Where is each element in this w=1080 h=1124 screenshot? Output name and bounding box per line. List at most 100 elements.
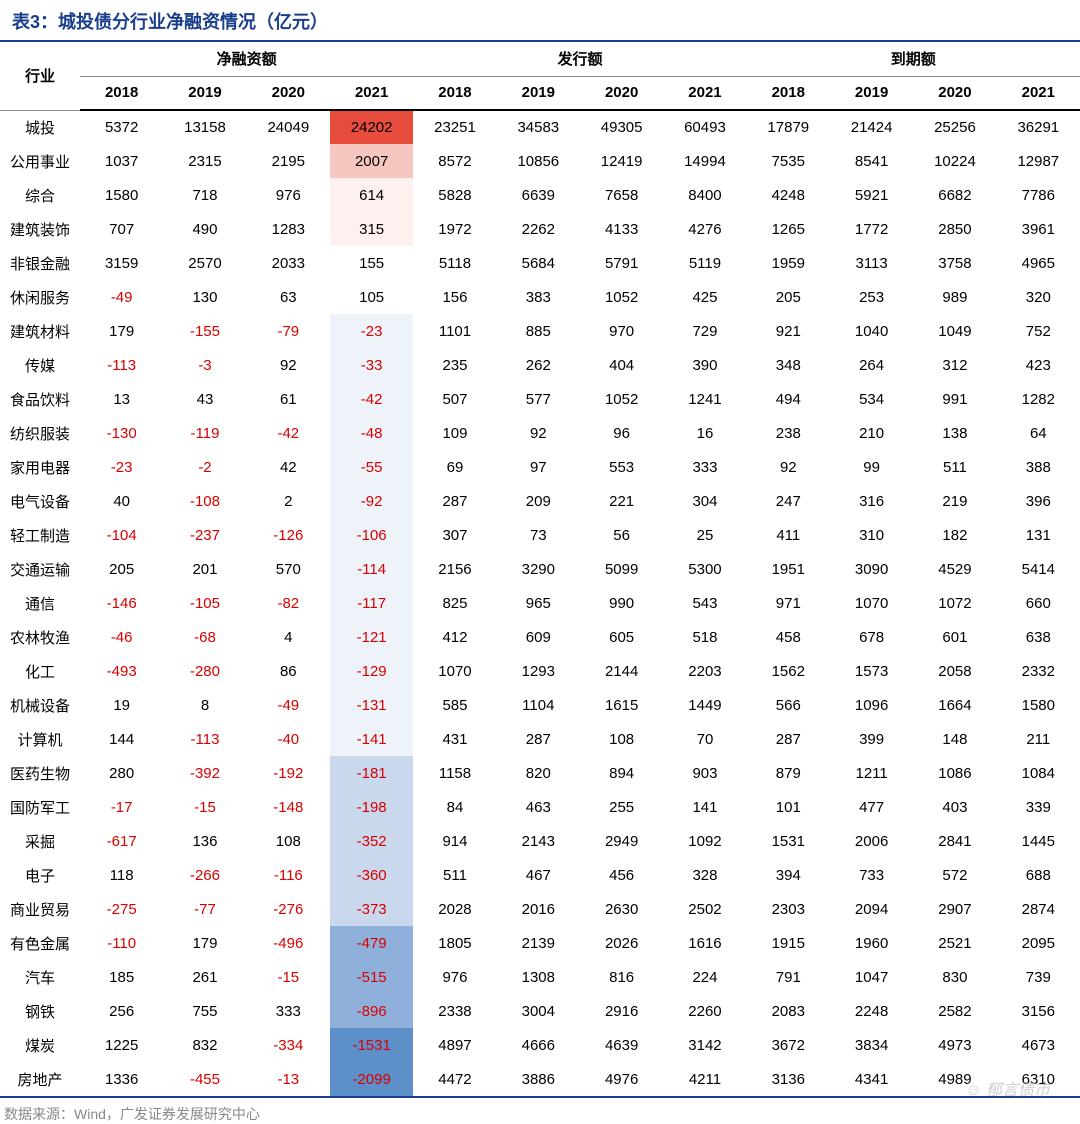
cell-mature: 2521 [913,926,996,960]
cell-net: -48 [330,416,413,450]
header-year: 2019 [163,76,246,110]
cell-net: 24049 [247,110,330,144]
cell-net: 490 [163,212,246,246]
cell-issue: 255 [580,790,663,824]
table-row: 电子118-266-116-36051146745632839473357268… [0,858,1080,892]
cell-mature: 253 [830,280,913,314]
cell-issue: 3886 [497,1062,580,1096]
cell-mature: 36291 [997,110,1080,144]
cell-issue: 287 [497,722,580,756]
cell-net: -141 [330,722,413,756]
cell-net: -119 [163,416,246,450]
cell-issue: 903 [663,756,746,790]
cell-issue: 2260 [663,994,746,1028]
cell-net: 280 [80,756,163,790]
cell-industry: 通信 [0,586,80,620]
cell-issue: 894 [580,756,663,790]
cell-issue: 5300 [663,552,746,586]
cell-mature: 638 [997,620,1080,654]
cell-mature: 989 [913,280,996,314]
cell-issue: 2262 [497,212,580,246]
cell-issue: 224 [663,960,746,994]
cell-issue: 2028 [413,892,496,926]
table-row: 家用电器-23-242-5569975533339299511388 [0,450,1080,484]
cell-issue: 4211 [663,1062,746,1096]
cell-net: 24202 [330,110,413,144]
cell-mature: 2303 [747,892,830,926]
cell-issue: 8400 [663,178,746,212]
cell-issue: 1616 [663,926,746,960]
cell-net: 614 [330,178,413,212]
cell-industry: 医药生物 [0,756,80,790]
cell-net: 105 [330,280,413,314]
cell-industry: 商业贸易 [0,892,80,926]
cell-net: 92 [247,348,330,382]
cell-issue: 5118 [413,246,496,280]
cell-net: -237 [163,518,246,552]
cell-issue: 507 [413,382,496,416]
cell-issue: 2016 [497,892,580,926]
cell-issue: 965 [497,586,580,620]
cell-industry: 机械设备 [0,688,80,722]
cell-net: -106 [330,518,413,552]
cell-net: 13158 [163,110,246,144]
cell-issue: 1805 [413,926,496,960]
cell-issue: 5119 [663,246,746,280]
cell-issue: 2502 [663,892,746,926]
cell-mature: 101 [747,790,830,824]
table-row: 轻工制造-104-237-126-10630773562541131018213… [0,518,1080,552]
cell-net: -121 [330,620,413,654]
header-year: 2019 [830,76,913,110]
cell-issue: 518 [663,620,746,654]
cell-industry: 纺织服装 [0,416,80,450]
cell-net: 179 [163,926,246,960]
cell-net: 2570 [163,246,246,280]
cell-mature: 64 [997,416,1080,450]
cell-net: -108 [163,484,246,518]
cell-net: 63 [247,280,330,314]
cell-net: -105 [163,586,246,620]
table-row: 采掘-617136108-352914214329491092153120062… [0,824,1080,858]
cell-mature: 182 [913,518,996,552]
table-row: 农林牧渔-46-684-121412609605518458678601638 [0,620,1080,654]
cell-issue: 2156 [413,552,496,586]
cell-net: -23 [80,450,163,484]
header-year: 2020 [247,76,330,110]
cell-mature: 2582 [913,994,996,1028]
cell-issue: 2916 [580,994,663,1028]
cell-net: 707 [80,212,163,246]
cell-net: -896 [330,994,413,1028]
cell-mature: 388 [997,450,1080,484]
cell-issue: 235 [413,348,496,382]
cell-mature: 2058 [913,654,996,688]
cell-net: -3 [163,348,246,382]
cell-issue: 1972 [413,212,496,246]
cell-issue: 2203 [663,654,746,688]
cell-net: 130 [163,280,246,314]
cell-issue: 108 [580,722,663,756]
cell-issue: 885 [497,314,580,348]
cell-issue: 2949 [580,824,663,858]
cell-net: -33 [330,348,413,382]
cell-mature: 3672 [747,1028,830,1062]
cell-issue: 14994 [663,144,746,178]
table-row: 国防军工-17-15-148-1988446325514110147740333… [0,790,1080,824]
table-row: 公用事业103723152195200785721085612419149947… [0,144,1080,178]
cell-net: -49 [247,688,330,722]
watermark: ☺ 郁言债市 [965,1076,1050,1100]
cell-mature: 25256 [913,110,996,144]
cell-issue: 1158 [413,756,496,790]
cell-net: 5372 [80,110,163,144]
cell-mature: 131 [997,518,1080,552]
cell-mature: 2083 [747,994,830,1028]
cell-issue: 467 [497,858,580,892]
cell-net: -117 [330,586,413,620]
cell-mature: 7786 [997,178,1080,212]
cell-mature: 320 [997,280,1080,314]
cell-net: -2 [163,450,246,484]
cell-mature: 287 [747,722,830,756]
cell-mature: 12987 [997,144,1080,178]
cell-issue: 1101 [413,314,496,348]
cell-mature: 148 [913,722,996,756]
cell-issue: 5791 [580,246,663,280]
